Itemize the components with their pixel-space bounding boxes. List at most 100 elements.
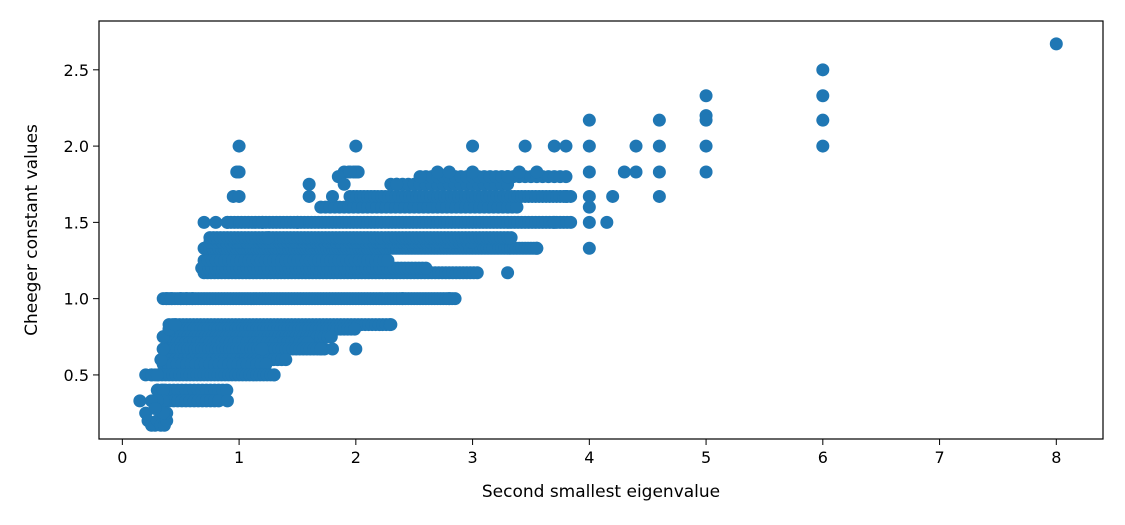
data-point	[164, 292, 178, 306]
data-point	[530, 165, 544, 179]
data-point	[232, 139, 246, 153]
data-point	[337, 177, 351, 191]
plot-frame	[98, 20, 1104, 440]
data-points	[133, 37, 1063, 432]
data-point	[582, 165, 596, 179]
data-point	[220, 394, 234, 408]
y-tick-label: 1.0	[64, 290, 89, 309]
data-point	[582, 200, 596, 214]
x-tick-label: 7	[934, 448, 944, 467]
data-point	[302, 177, 316, 191]
data-point	[504, 231, 518, 245]
data-point	[510, 200, 524, 214]
y-axis-label: Cheeger constant values	[22, 124, 42, 336]
data-point	[1049, 37, 1063, 51]
data-point	[396, 292, 410, 306]
x-tick-label: 6	[818, 448, 828, 467]
data-point	[617, 165, 631, 179]
data-point	[816, 63, 830, 77]
data-point	[470, 266, 484, 280]
data-point	[259, 357, 273, 371]
data-point	[547, 215, 561, 229]
data-point	[232, 189, 246, 203]
data-point	[530, 241, 544, 255]
data-point	[384, 318, 398, 332]
data-point	[547, 139, 561, 153]
data-point	[279, 353, 293, 367]
data-point	[148, 401, 162, 415]
data-point	[582, 215, 596, 229]
data-point	[325, 342, 339, 356]
data-point	[325, 189, 339, 203]
data-point	[518, 139, 532, 153]
data-point	[699, 113, 713, 127]
x-tick-label: 2	[351, 448, 361, 467]
data-point	[314, 342, 328, 356]
data-point	[419, 261, 433, 275]
x-tick-label: 1	[234, 448, 244, 467]
data-point	[150, 368, 164, 382]
data-point	[413, 170, 427, 184]
data-point	[582, 139, 596, 153]
data-point	[629, 139, 643, 153]
data-point	[600, 215, 614, 229]
y-tick-label: 2.0	[64, 137, 89, 156]
y-axis-ticks: 0.5 1.0 1.5 2.0 2.5	[64, 61, 99, 385]
data-point	[156, 383, 170, 397]
x-tick-label: 4	[584, 448, 594, 467]
data-point	[629, 165, 643, 179]
data-point	[606, 189, 620, 203]
data-point	[220, 215, 234, 229]
x-axis-ticks: 0 1 2 3 4 5 6 7 8	[117, 439, 1061, 467]
data-point	[185, 292, 199, 306]
data-point	[349, 342, 363, 356]
data-point	[442, 292, 456, 306]
data-point	[431, 165, 445, 179]
data-point	[324, 330, 338, 344]
data-point	[466, 165, 480, 179]
data-point	[230, 165, 244, 179]
data-point	[466, 139, 480, 153]
data-point	[343, 165, 357, 179]
data-point	[209, 215, 223, 229]
data-point	[564, 215, 578, 229]
data-point	[699, 89, 713, 103]
data-point	[302, 189, 316, 203]
data-point	[559, 189, 573, 203]
data-point	[381, 254, 395, 268]
data-point	[197, 215, 211, 229]
data-point	[255, 342, 269, 356]
data-point	[348, 322, 362, 336]
data-point	[390, 177, 404, 191]
y-tick-label: 2.5	[64, 61, 89, 80]
data-point	[501, 170, 515, 184]
x-tick-label: 8	[1051, 448, 1061, 467]
data-point	[699, 165, 713, 179]
x-axis-label: Second smallest eigenvalue	[482, 482, 720, 502]
data-point	[652, 189, 666, 203]
data-point	[816, 139, 830, 153]
data-point	[442, 165, 456, 179]
data-point	[559, 139, 573, 153]
data-point	[267, 368, 281, 382]
data-point	[699, 139, 713, 153]
data-point	[816, 89, 830, 103]
data-point	[349, 139, 363, 153]
data-point	[582, 189, 596, 203]
data-point	[133, 394, 147, 408]
data-point	[261, 231, 275, 245]
data-point	[652, 113, 666, 127]
data-point	[255, 215, 269, 229]
data-point	[816, 113, 830, 127]
data-point	[290, 215, 304, 229]
data-point	[501, 266, 515, 280]
x-tick-label: 0	[117, 448, 127, 467]
data-point	[582, 113, 596, 127]
data-point	[512, 165, 526, 179]
data-point	[154, 353, 168, 367]
y-tick-label: 0.5	[64, 366, 89, 385]
data-point	[220, 383, 234, 397]
x-tick-label: 5	[701, 448, 711, 467]
data-point	[652, 165, 666, 179]
data-point	[168, 318, 182, 332]
